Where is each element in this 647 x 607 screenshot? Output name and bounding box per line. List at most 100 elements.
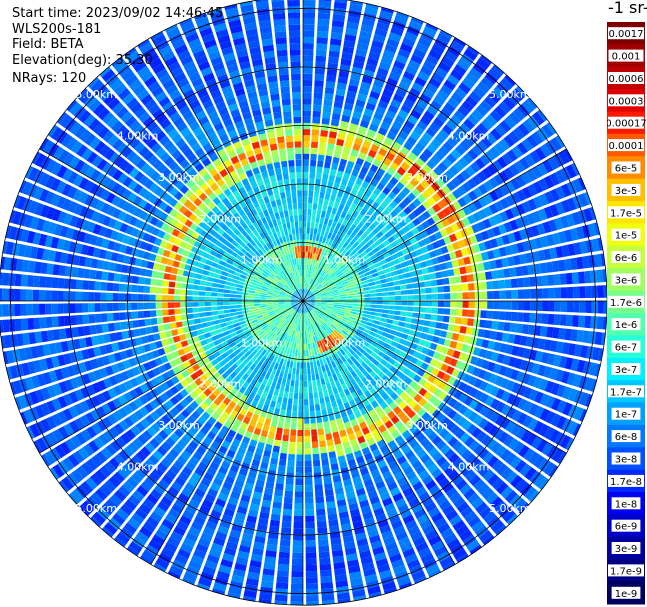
range-gate-cell — [439, 30, 453, 39]
range-gate-cell — [404, 253, 412, 261]
range-gate-cell — [308, 271, 311, 278]
range-gate-cell — [339, 348, 346, 356]
range-gate-cell — [168, 288, 175, 295]
range-gate-cell — [232, 335, 240, 341]
range-gate-cell — [401, 295, 408, 300]
range-gate-cell — [343, 102, 354, 111]
range-gate-cell — [475, 104, 488, 117]
range-gate-cell — [373, 383, 382, 391]
range-gate-cell — [361, 361, 369, 369]
range-gate-cell — [402, 405, 412, 414]
range-gate-cell — [167, 570, 181, 579]
range-gate-cell — [40, 262, 48, 274]
range-gate-cell — [319, 307, 326, 311]
range-gate-cell — [324, 427, 332, 435]
range-gate-cell — [304, 306, 307, 313]
range-gate-cell — [500, 77, 514, 91]
range-gate-cell — [475, 501, 488, 514]
range-gate-cell — [27, 183, 38, 198]
range-gate-cell — [338, 404, 345, 412]
range-gate-cell — [105, 343, 114, 354]
range-gate-cell — [299, 374, 303, 381]
range-gate-cell — [113, 322, 121, 331]
range-gate-cell — [278, 302, 285, 304]
range-gate-cell — [359, 407, 368, 416]
range-gate-cell — [45, 357, 54, 370]
range-gate-cell — [314, 322, 319, 329]
range-gate-cell — [221, 514, 233, 523]
range-gate-cell — [304, 289, 307, 296]
range-gate-cell — [88, 280, 96, 291]
range-gate-cell — [453, 325, 461, 333]
range-gate-cell — [307, 202, 313, 210]
range-gate-cell — [268, 525, 280, 534]
range-gate-cell — [214, 363, 222, 371]
range-gate-cell — [36, 373, 46, 387]
range-gate-cell — [449, 491, 462, 504]
range-gate-cell — [422, 60, 436, 71]
range-gate-cell — [210, 509, 222, 519]
range-gate-cell — [268, 331, 275, 338]
range-gate-cell — [494, 524, 507, 536]
range-gate-cell — [320, 582, 334, 590]
range-gate-cell — [436, 315, 444, 322]
range-gate-cell — [137, 311, 145, 319]
range-gate-cell — [515, 266, 523, 277]
range-gate-cell — [536, 288, 543, 299]
range-gate-cell — [133, 267, 141, 276]
range-gate-cell — [174, 476, 186, 487]
range-gate-cell — [112, 302, 119, 311]
range-gate-cell — [361, 18, 375, 28]
range-gate-cell — [337, 455, 346, 463]
range-gate-cell — [12, 349, 21, 363]
range-gate-cell — [105, 365, 114, 376]
range-gate-cell — [68, 420, 80, 434]
range-gate-cell — [180, 295, 187, 301]
range-gate-cell — [365, 155, 374, 164]
range-gate-cell — [522, 277, 530, 288]
range-gate-cell — [460, 362, 470, 372]
range-gate-cell — [361, 280, 369, 285]
range-gate-cell — [400, 284, 407, 290]
range-gate-cell — [336, 316, 343, 321]
range-gate-cell — [33, 440, 43, 454]
range-gate-cell — [315, 55, 327, 63]
range-gate-cell — [277, 314, 284, 320]
range-gate-cell — [328, 261, 334, 268]
range-gate-cell — [182, 466, 193, 477]
range-gate-cell — [276, 477, 285, 485]
range-gate-cell — [181, 434, 191, 445]
range-gate-cell — [279, 305, 286, 308]
range-gate-cell — [100, 281, 108, 291]
range-gate-cell — [263, 281, 270, 286]
range-gate-cell — [346, 90, 357, 99]
range-gate-cell — [385, 370, 394, 379]
range-gate-cell — [394, 214, 403, 223]
range-gate-cell — [450, 40, 465, 53]
range-gate-cell — [467, 178, 477, 189]
range-gate-cell — [273, 307, 280, 311]
range-gate-cell — [356, 213, 364, 221]
range-gate-cell — [533, 196, 543, 209]
range-gate-cell — [148, 253, 157, 262]
range-gate-cell — [88, 292, 95, 301]
range-gate-cell — [264, 336, 271, 343]
range-gate-cell — [566, 314, 573, 327]
range-gate-cell — [418, 470, 430, 481]
range-gate-cell — [2, 319, 10, 333]
range-gate-cell — [425, 479, 437, 491]
range-gate-cell — [224, 313, 231, 318]
range-gate-cell — [298, 405, 303, 412]
range-gate-cell — [364, 219, 373, 228]
range-gate-cell — [333, 366, 340, 374]
range-gate-cell — [507, 256, 515, 267]
range-gate-cell — [296, 300, 303, 301]
range-gate-cell — [298, 399, 303, 406]
range-gate-cell — [40, 330, 49, 343]
range-gate-cell — [458, 404, 468, 415]
range-gate-cell — [378, 274, 386, 280]
range-gate-cell — [321, 303, 328, 306]
range-gate-cell — [127, 517, 141, 530]
range-gate-cell — [212, 315, 219, 321]
range-gate-cell — [183, 326, 191, 333]
